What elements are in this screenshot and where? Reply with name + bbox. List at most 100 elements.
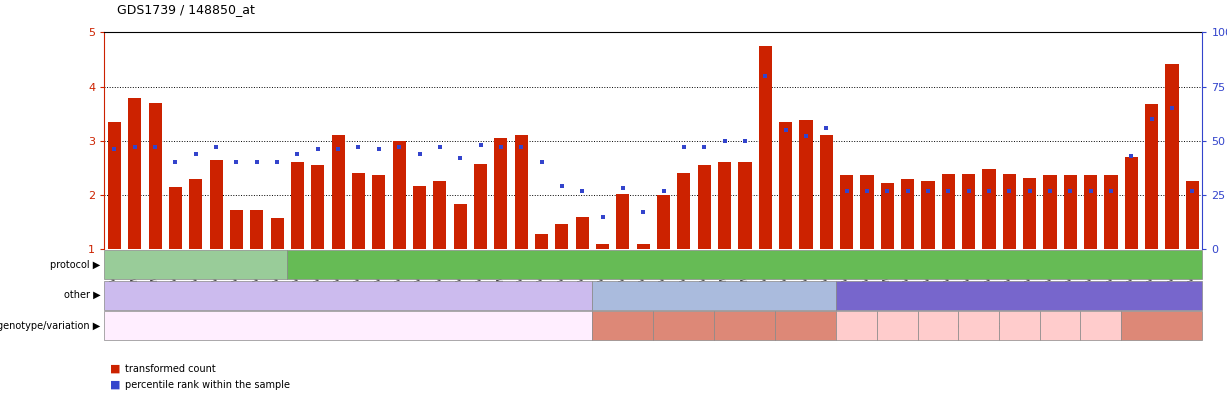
Point [145,144,164,151]
Bar [189,179,202,249]
Text: GFP positive: GFP positive [710,260,779,270]
Point [572,188,591,194]
Bar [677,173,691,249]
Point [491,144,510,151]
Point [552,183,572,190]
Bar [637,244,650,249]
Point [1000,188,1020,194]
Point [654,188,674,194]
Bar [372,175,385,249]
Point [837,188,856,194]
Text: wg: wg [677,321,691,330]
Text: ■: ■ [110,364,121,373]
Text: genotype/variation ▶: genotype/variation ▶ [0,321,101,330]
Text: Imd: Imd [796,321,815,330]
Text: EGFR: EGFR [844,321,870,330]
Point [227,159,247,166]
Bar [1185,181,1199,249]
Bar [1145,104,1158,249]
Point [858,188,877,194]
Point [816,124,836,131]
Bar [474,164,487,249]
Bar [514,135,528,249]
Bar [860,175,874,249]
Bar [393,141,406,249]
Point [369,146,389,153]
Bar [983,169,995,249]
Bar [433,181,447,249]
Text: transformed count: transformed count [125,364,216,373]
Point [1101,188,1120,194]
Point [287,151,307,157]
Text: Tkv: Tkv [1092,321,1109,330]
Bar [596,244,609,249]
Point [898,188,918,194]
Bar [901,179,914,249]
Text: GDS1739 / 148850_at: GDS1739 / 148850_at [117,3,254,16]
Point [877,188,897,194]
Point [206,144,226,151]
Point [471,142,491,148]
Bar [210,160,223,249]
Bar [1166,64,1179,249]
Point [1183,188,1202,194]
Text: FGFR: FGFR [885,321,910,330]
Bar [1023,177,1037,249]
Text: Notch: Notch [1147,321,1177,330]
Point [735,137,755,144]
Bar [1104,175,1118,249]
Point [1162,105,1182,111]
Bar [535,234,548,249]
Point [512,144,531,151]
Point [166,159,185,166]
Bar [556,224,568,249]
Text: gain of function: gain of function [975,290,1064,300]
Bar [758,46,772,249]
Point [329,146,348,153]
Text: wild type: wild type [323,290,374,300]
Bar [128,98,141,249]
Text: Arm, Ras: Arm, Ras [957,321,1001,330]
Bar [1043,175,1056,249]
Point [756,72,775,79]
Bar [962,174,975,249]
Text: spi: spi [616,321,629,330]
Point [531,159,551,166]
Point [308,146,328,153]
Bar [1064,175,1077,249]
Point [187,151,206,157]
Bar [1083,175,1097,249]
Bar [941,174,955,249]
Point [125,144,145,151]
Point [614,185,633,192]
Bar [820,135,833,249]
Bar [291,162,304,249]
Bar [779,122,793,249]
Point [104,146,124,153]
Bar [413,186,426,249]
Bar [881,183,893,249]
Bar [331,135,345,249]
Point [1060,188,1080,194]
Bar [229,210,243,249]
Bar [840,175,853,249]
Point [1020,188,1039,194]
Bar [148,103,162,249]
Point [715,137,735,144]
Point [958,188,978,194]
Bar [575,217,589,249]
Point [775,127,795,133]
Point [918,188,937,194]
Point [267,159,287,166]
Text: Pnt: Pnt [1011,321,1027,330]
Bar [656,195,670,249]
Point [410,151,429,157]
Bar [718,162,731,249]
Point [1040,188,1060,194]
Text: other ▶: other ▶ [64,290,101,300]
Bar [270,217,283,249]
Bar [494,138,508,249]
Point [939,188,958,194]
Point [796,133,816,140]
Bar [250,209,264,249]
